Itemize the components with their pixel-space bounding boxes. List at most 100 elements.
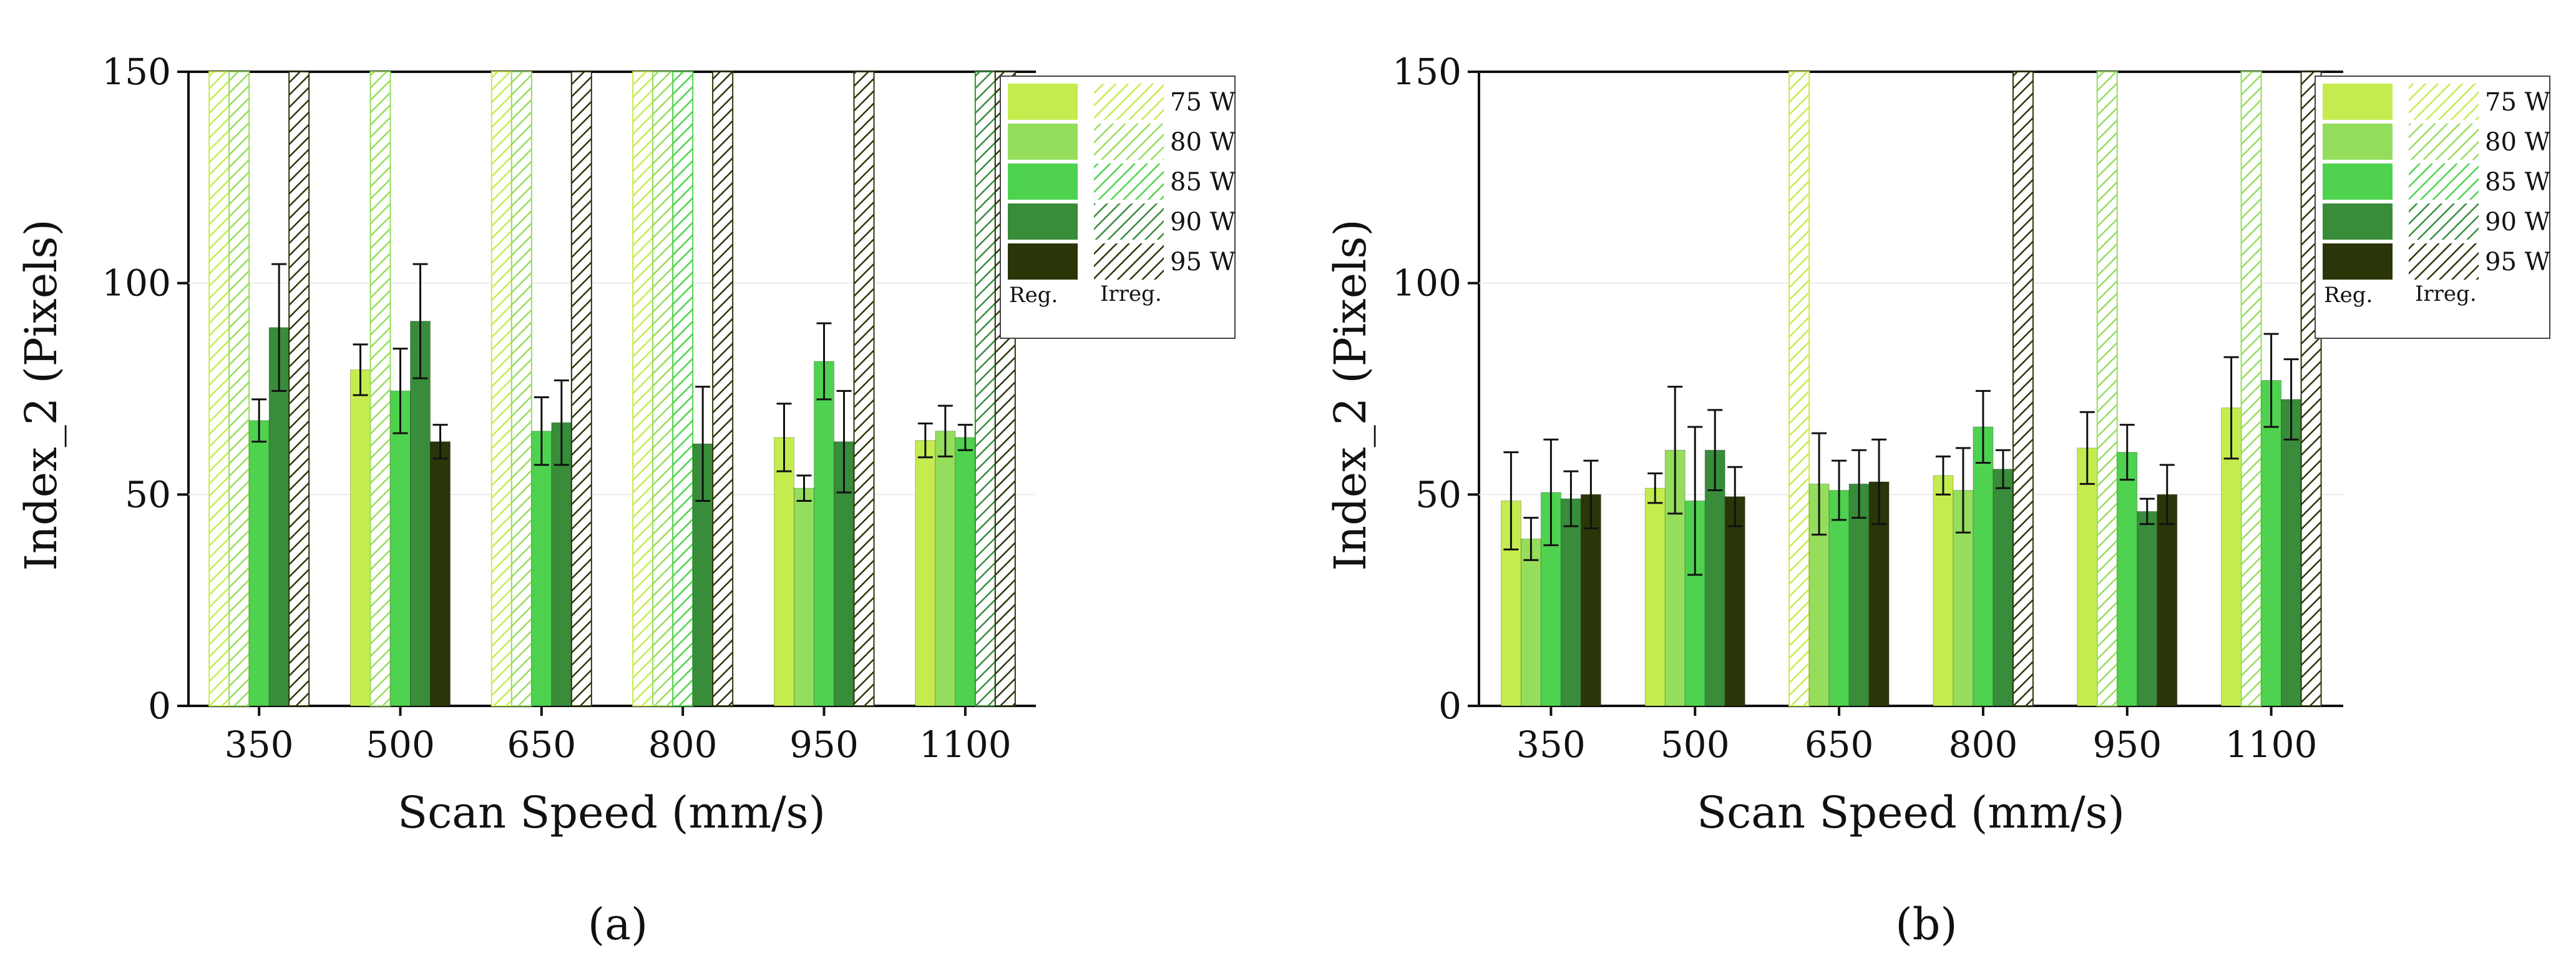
legend-swatch-irregular-85-w — [2409, 164, 2479, 200]
bar-irregular-80-w-800 — [652, 71, 674, 707]
bar-irregular-95-w-950 — [853, 71, 875, 707]
error-bar-90-w-650 — [554, 379, 569, 466]
error-bar-90-w-1100 — [2283, 358, 2299, 441]
x-tick-label-500: 500 — [366, 723, 435, 766]
error-bar-85-w-650 — [1832, 459, 1847, 521]
x-tick-label-800: 800 — [1949, 723, 2018, 766]
y-tick-label-150: 150 — [102, 51, 171, 93]
legend: 75 W 80 W 85 W 90 W 95 W Reg. Irreg. — [2315, 76, 2550, 339]
legend-label-95-w: 95 W — [1170, 248, 1236, 276]
panel-label-a: (a) — [588, 899, 648, 950]
error-bar-85-w-500 — [393, 348, 408, 434]
legend-reg-label: Reg. — [2324, 283, 2373, 308]
legend-irreg-label: Irreg. — [2415, 281, 2477, 306]
bar-85-w-1100 — [955, 437, 976, 707]
bar-75-w-950 — [2077, 447, 2098, 707]
error-bar-90-w-650 — [1852, 449, 1867, 519]
bar-irregular-75-w-650 — [490, 71, 512, 707]
bar-85-w-500 — [390, 390, 411, 707]
bar-irregular-80-w-950 — [2096, 71, 2118, 707]
bar-80-w-350 — [1520, 538, 1541, 707]
y-tick-label-100: 100 — [102, 262, 171, 305]
x-axis-title: Scan Speed (mm/s) — [1697, 787, 2125, 838]
error-bar-95-w-350 — [1583, 459, 1599, 530]
error-bar-80-w-350 — [1523, 517, 1539, 561]
bar-85-w-650 — [531, 431, 552, 707]
y-tick-label-150: 150 — [1392, 51, 1461, 93]
bar-irregular-80-w-350 — [228, 71, 250, 707]
legend-label-90-w: 90 W — [2485, 208, 2550, 237]
bar-irregular-80-w-500 — [369, 71, 391, 707]
bar-irregular-85-w-800 — [672, 71, 694, 707]
error-bar-75-w-350 — [1503, 451, 1519, 550]
legend-label-75-w: 75 W — [2485, 88, 2550, 117]
legend-swatch-regular-75-w — [1008, 84, 1078, 120]
legend-label-90-w: 90 W — [1170, 208, 1236, 237]
error-bar-90-w-350 — [1563, 470, 1579, 527]
legend-label-75-w: 75 W — [1170, 88, 1236, 117]
bar-75-w-500 — [350, 369, 371, 707]
bar-irregular-95-w-650 — [570, 71, 592, 707]
error-bar-85-w-1100 — [957, 424, 973, 451]
legend-label-85-w: 85 W — [2485, 168, 2550, 197]
bar-80-w-950 — [794, 487, 814, 707]
bar-90-w-500 — [1704, 449, 1725, 707]
legend-swatch-irregular-90-w — [2409, 203, 2479, 240]
bar-95-w-950 — [2157, 494, 2178, 707]
error-bar-95-w-950 — [2159, 464, 2175, 526]
legend-swatch-irregular-95-w — [1094, 243, 1164, 280]
bar-irregular-75-w-650 — [1788, 71, 1810, 707]
error-bar-75-w-1100 — [917, 423, 933, 459]
error-bar-80-w-950 — [796, 474, 812, 502]
bar-irregular-80-w-1100 — [2240, 71, 2262, 707]
legend-swatch-regular-90-w — [1008, 203, 1078, 240]
error-bar-85-w-950 — [2119, 424, 2135, 481]
bar-irregular-90-w-1100 — [974, 71, 996, 707]
bar-90-w-950 — [2137, 511, 2158, 707]
bar-irregular-95-w-800 — [712, 71, 734, 707]
error-bar-95-w-650 — [1871, 438, 1887, 526]
error-bar-95-w-500 — [1727, 466, 1743, 527]
error-bar-85-w-800 — [1975, 389, 1991, 464]
legend-swatch-regular-80-w — [2323, 124, 2393, 160]
legend-irreg-label: Irreg. — [1100, 281, 1162, 306]
bar-irregular-80-w-650 — [510, 71, 532, 707]
bar-irregular-75-w-350 — [208, 71, 230, 707]
legend-label-85-w: 85 W — [1170, 168, 1236, 197]
error-bar-80-w-800 — [1955, 447, 1971, 534]
x-tick-label-800: 800 — [648, 723, 718, 766]
error-bar-75-w-950 — [776, 403, 792, 472]
error-bar-90-w-800 — [1995, 449, 2011, 489]
error-bar-85-w-650 — [534, 396, 549, 466]
legend-label-80-w: 80 W — [2485, 128, 2550, 157]
legend-swatch-regular-95-w — [2323, 243, 2393, 280]
x-tick-label-1100: 1100 — [919, 723, 1012, 766]
error-bar-85-w-350 — [251, 398, 267, 443]
chart-panel-b: 0 50 100 150 350 500 650 800 950 1100 Scan Speed (… — [1325, 51, 2550, 838]
legend-reg-label: Reg. — [1009, 283, 1058, 308]
bar-85-w-950 — [814, 361, 834, 707]
chart-panel-a: 0 50 100 150 350 500 650 800 950 1100 Scan Speed (… — [16, 51, 1236, 838]
y-tick-label-100: 100 — [1392, 262, 1461, 305]
x-axis-title: Scan Speed (mm/s) — [398, 787, 826, 838]
error-bar-75-w-500 — [1647, 472, 1663, 504]
bar-irregular-95-w-350 — [288, 71, 310, 707]
y-axis-title: Index_2 (Pixels) — [1325, 219, 1376, 571]
x-tick-label-350: 350 — [225, 723, 294, 766]
x-tick-label-350: 350 — [1516, 723, 1586, 766]
bar-95-w-350 — [1580, 494, 1601, 707]
bar-75-w-950 — [774, 437, 794, 707]
error-bar-95-w-500 — [432, 424, 448, 460]
legend-label-95-w: 95 W — [2485, 248, 2550, 276]
error-bar-80-w-1100 — [937, 404, 953, 457]
bar-90-w-800 — [1993, 469, 2014, 707]
legend-label-80-w: 80 W — [1170, 128, 1236, 157]
legend-swatch-irregular-90-w — [1094, 203, 1164, 240]
bar-90-w-350 — [1560, 498, 1581, 707]
bar-90-w-500 — [410, 321, 431, 707]
bar-90-w-650 — [551, 422, 572, 707]
legend-swatch-regular-85-w — [2323, 164, 2393, 200]
error-bar-90-w-950 — [2139, 497, 2155, 526]
error-bar-90-w-500 — [1707, 409, 1723, 492]
bar-irregular-95-w-800 — [2012, 71, 2034, 707]
